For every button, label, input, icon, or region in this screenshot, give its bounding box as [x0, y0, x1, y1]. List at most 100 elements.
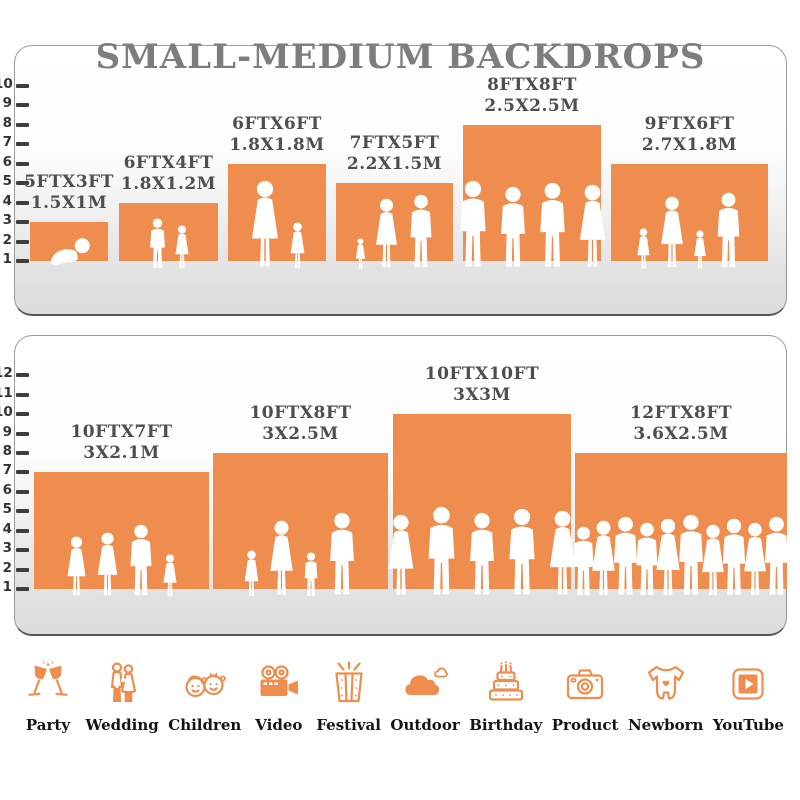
category-label: Video [255, 716, 303, 734]
size-m: 1.8X1.2M [120, 174, 217, 194]
person-silhouette [247, 180, 283, 270]
person-silhouette [384, 514, 418, 598]
y-tick [16, 451, 29, 455]
y-tick-label: 6 [2, 481, 12, 498]
person-silhouette [325, 512, 359, 598]
y-tick-label: 1 [2, 579, 12, 595]
size-ft: 10FTX7FT [70, 422, 173, 442]
person-silhouette [496, 186, 530, 270]
people-silhouettes [119, 218, 218, 270]
y-tick [16, 470, 29, 474]
size-m: 1.5X1M [30, 193, 108, 213]
page-title: SMALL-MEDIUM BACKDROPS [95, 37, 706, 77]
y-tick-label: 10 [0, 404, 13, 420]
newborn-icon [647, 665, 684, 700]
person-silhouette [242, 550, 261, 598]
person-silhouette [575, 184, 610, 270]
person-silhouette [406, 194, 436, 270]
size-m: 2.2X1.5M [346, 154, 443, 174]
y-tick [16, 509, 29, 513]
people-silhouettes [611, 192, 768, 270]
y-tick [16, 122, 29, 127]
y-tick-label: 12 [0, 365, 13, 381]
person-silhouette [161, 554, 179, 598]
wedding-icon [111, 662, 137, 703]
size-m: 3X2.5M [262, 424, 339, 444]
bar-label: 5FTX3FT 1.5X1M [24, 172, 114, 214]
y-tick-label: 5 [2, 501, 12, 517]
bar-label: 12FTX8FT 3.6X2.5M [630, 403, 732, 445]
person-silhouette [760, 516, 793, 598]
y-tick [16, 181, 29, 185]
y-tick [16, 259, 29, 263]
y-tick [16, 161, 29, 166]
size-ft: 10FTX8FT [249, 403, 352, 423]
y-tick-label: 3 [2, 540, 12, 556]
y-tick [16, 373, 29, 377]
people-silhouettes [30, 236, 108, 266]
y-tick [16, 431, 29, 436]
person-silhouette [713, 192, 744, 270]
person-silhouette [635, 228, 652, 270]
category-label: YouTube [712, 716, 784, 734]
size-ft: 12FTX8FT [629, 403, 733, 423]
bar-label: 10FTX7FT 3X2.1M [70, 422, 172, 464]
bar-label: 6FTX4FT 1.8X1.2M [121, 153, 216, 195]
category-video: Video [251, 660, 307, 734]
size-ft: 9FTX6FT [644, 114, 735, 134]
person-silhouette [504, 508, 540, 598]
bar-label: 9FTX6FT 2.7X1.8M [642, 114, 737, 156]
person-silhouette [266, 520, 297, 598]
y-tick-label: 1 [2, 251, 12, 267]
y-tick [16, 239, 29, 244]
size-ft: 8FTX8FT [487, 75, 577, 95]
bar-label: 10FTX10FT 3X3M [425, 364, 539, 406]
y-tick-label: 2 [2, 231, 12, 248]
size-m: 3.6X2.5M [633, 424, 729, 444]
y-tick-label: 2 [2, 559, 12, 576]
size-ft: 5FTX3FT [24, 172, 114, 192]
y-tick-label: 9 [2, 423, 12, 440]
category-label: Party [25, 716, 71, 734]
person-silhouette [288, 222, 307, 270]
category-label: Newborn [627, 716, 704, 734]
backdrop-bar [611, 164, 768, 261]
person-silhouette [535, 182, 570, 270]
y-tick-label: 10 [0, 75, 13, 92]
y-tick [16, 392, 29, 397]
backdrop-bar [213, 453, 388, 589]
category-label: Outdoor [390, 716, 460, 734]
category-label: Birthday [469, 716, 543, 734]
y-tick-label: 7 [2, 462, 12, 478]
person-silhouette [657, 196, 687, 270]
category-youtube: YouTube [713, 660, 784, 734]
backdrop-bar [575, 453, 787, 589]
bar-label: 8FTX8FT 2.5X2.5M [484, 75, 579, 117]
category-wedding: Wedding [86, 660, 159, 734]
category-label: Children [168, 716, 242, 734]
people-silhouettes [213, 512, 388, 598]
baby-silhouette [47, 236, 92, 266]
product-icon [567, 669, 604, 700]
y-tick-label: 5 [2, 173, 12, 189]
people-silhouettes [336, 194, 453, 270]
y-tick-label: 6 [2, 153, 12, 170]
y-tick [16, 567, 29, 572]
size-ft: 7FTX5FT [349, 133, 440, 153]
category-product: Product [552, 660, 618, 734]
size-ft: 6FTX4FT [123, 153, 214, 173]
people-silhouettes [463, 180, 601, 270]
size-m: 3X2.1M [83, 443, 160, 463]
backdrop-bar [228, 164, 326, 261]
bar-label: 7FTX5FT 2.2X1.5M [347, 133, 442, 175]
size-m: 2.7X1.8M [641, 135, 738, 155]
category-outdoor: Outdoor [390, 660, 460, 734]
category-children: Children [168, 660, 241, 734]
y-tick-label: 4 [2, 192, 12, 209]
y-tick-label: 3 [2, 212, 12, 228]
y-tick [16, 200, 29, 205]
category-newborn: Newborn [628, 660, 703, 734]
panel-medium-backdrops: 1 2 3 4 5 6 7 8 9 10 11 12 10FTX7FT 3X2.… [0, 335, 787, 636]
y-tick [16, 528, 29, 533]
